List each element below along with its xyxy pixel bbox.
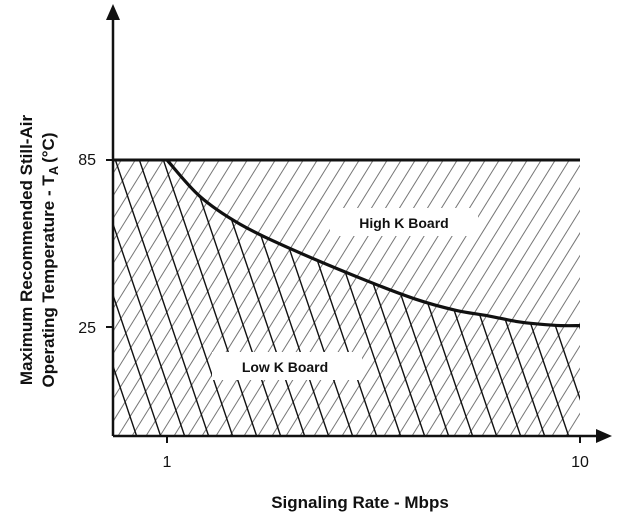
x-axis xyxy=(113,429,612,443)
low-k-hatch-line xyxy=(592,150,619,446)
high-k-hatch-line xyxy=(551,160,580,436)
y-axis-title: Maximum Recommended Still-Air Operating … xyxy=(17,115,61,388)
high-k-hatch-line xyxy=(159,160,341,436)
high-k-label-bg xyxy=(330,208,478,236)
high-k-hatch-line xyxy=(579,160,580,436)
x-axis-title: Signaling Rate - Mbps xyxy=(271,493,449,512)
high-k-hatch-line xyxy=(411,160,580,436)
high-k-hatch-line xyxy=(113,160,215,436)
high-k-hatch-line xyxy=(113,160,159,436)
low-k-hatch-line xyxy=(543,160,580,436)
high-k-hatch-area xyxy=(0,146,619,436)
y-tick-label-25: 25 xyxy=(78,320,96,337)
high-k-hatch-line xyxy=(113,160,257,436)
high-k-hatch-line xyxy=(608,146,619,436)
high-k-hatch-line xyxy=(481,160,580,436)
x-tick-label-10: 10 xyxy=(571,454,589,471)
low-k-hatch-line xyxy=(159,160,261,436)
y-axis-title-line-2: Operating Temperature - TA (°C) xyxy=(39,132,61,387)
high-k-hatch-line xyxy=(0,146,74,436)
high-k-hatch-line xyxy=(131,160,313,436)
high-k-hatch-line xyxy=(145,160,327,436)
low-k-hatch-line xyxy=(113,160,141,436)
high-k-hatch-line xyxy=(495,160,580,436)
low-k-hatch-line xyxy=(113,160,189,436)
high-k-hatch-line xyxy=(397,160,579,436)
high-k-board-label: High K Board xyxy=(359,215,448,231)
axis-ticks xyxy=(106,159,581,443)
high-k-hatch-line xyxy=(355,160,537,436)
x-tick-label-1: 1 xyxy=(163,454,172,471)
high-k-hatch-line xyxy=(215,160,397,436)
high-k-hatch-line xyxy=(453,160,580,436)
high-k-hatch-line xyxy=(113,160,243,436)
y-axis xyxy=(106,4,120,436)
low-k-hatch-line xyxy=(495,160,580,436)
high-k-hatch-line xyxy=(313,160,495,436)
y-axis-title-line-1: Maximum Recommended Still-Air xyxy=(17,115,36,386)
high-k-hatch-line xyxy=(243,160,425,436)
high-k-hatch-line xyxy=(201,160,383,436)
low-k-hatch-line xyxy=(279,160,381,436)
high-k-hatch-line xyxy=(113,160,201,436)
high-k-hatch-line xyxy=(173,160,355,436)
high-k-hatch-line xyxy=(594,146,619,436)
low-k-boundary-curve xyxy=(165,158,581,328)
low-k-board-label: Low K Board xyxy=(242,359,328,375)
low-k-label-bg xyxy=(212,352,362,380)
high-k-hatch-line xyxy=(271,160,453,436)
high-k-hatch-line xyxy=(369,160,551,436)
low-k-hatch-line xyxy=(135,160,237,436)
y-tick-label-85: 85 xyxy=(78,152,96,169)
y-axis-title-main: Operating Temperature - T xyxy=(39,175,58,388)
high-k-hatch-line xyxy=(439,160,580,436)
x-axis-arrow-icon xyxy=(596,429,612,443)
y-axis-title-subscript: A xyxy=(46,165,61,175)
high-k-hatch-line xyxy=(113,160,173,436)
low-k-hatch-line xyxy=(303,160,405,436)
high-k-hatch-line xyxy=(565,160,580,436)
low-k-hatch-line xyxy=(113,160,213,436)
high-k-hatch-line xyxy=(187,160,369,436)
y-axis-title-unit: (°C) xyxy=(39,132,58,162)
high-k-hatch-line xyxy=(509,160,580,436)
high-k-hatch-line xyxy=(229,160,411,436)
high-k-hatch-line xyxy=(113,160,187,436)
high-k-hatch-line xyxy=(0,146,18,436)
low-k-hatch-line xyxy=(423,160,525,436)
high-k-hatch-line xyxy=(113,160,285,436)
high-k-hatch-line xyxy=(467,160,580,436)
high-k-hatch-line xyxy=(383,160,565,436)
low-k-hatch-line xyxy=(519,160,580,436)
high-k-hatch-line xyxy=(341,160,523,436)
high-k-hatch-line xyxy=(523,160,580,436)
high-k-hatch-line xyxy=(537,160,580,436)
high-k-hatch-line xyxy=(327,160,509,436)
low-k-hatch-line xyxy=(255,160,357,436)
high-k-hatch-line xyxy=(0,146,4,436)
low-k-hatch-line xyxy=(183,160,285,436)
low-k-hatch-line xyxy=(471,160,573,436)
y-axis-arrow-icon xyxy=(106,4,120,20)
low-k-hatch-line xyxy=(351,160,453,436)
